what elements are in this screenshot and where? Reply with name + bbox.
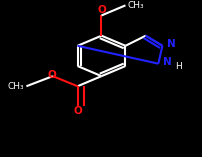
Text: O: O bbox=[97, 5, 105, 15]
Text: CH₃: CH₃ bbox=[127, 1, 143, 10]
Text: N: N bbox=[167, 39, 175, 49]
Text: O: O bbox=[47, 70, 56, 80]
Text: O: O bbox=[73, 106, 82, 116]
Text: CH₃: CH₃ bbox=[8, 82, 24, 91]
Text: H: H bbox=[174, 62, 181, 71]
Text: N: N bbox=[163, 57, 171, 67]
